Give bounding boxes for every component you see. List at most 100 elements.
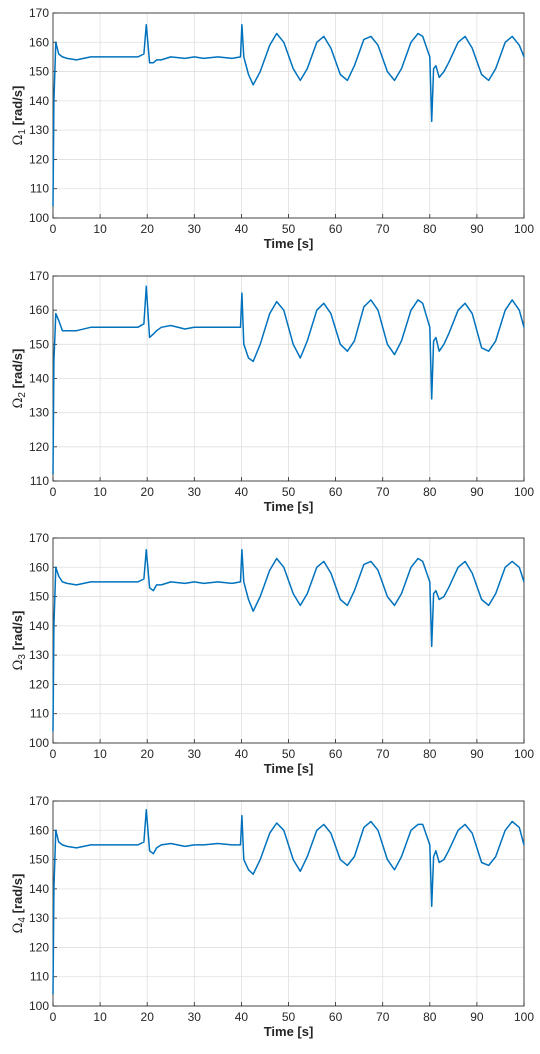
x-tick-label: 10 [93, 1010, 107, 1024]
x-tick-label: 60 [329, 485, 343, 499]
y-tick-label: 120 [29, 440, 49, 454]
y-axis-label: Ω4 [rad/s] [10, 874, 28, 934]
y-axis-symbol: Ω [11, 398, 26, 409]
x-tick-label: 90 [470, 1010, 484, 1024]
y-tick-label: 130 [29, 123, 49, 137]
x-tick-label: 70 [376, 222, 390, 236]
x-tick-label: 80 [423, 747, 437, 761]
x-tick-label: 0 [50, 222, 57, 236]
x-tick-label: 60 [329, 747, 343, 761]
x-tick-label: 10 [93, 222, 107, 236]
x-tick-label: 50 [282, 747, 296, 761]
series-line [52, 23, 525, 207]
x-tick-label: 100 [514, 1010, 534, 1024]
x-tick-label: 80 [423, 222, 437, 236]
x-tick-label: 40 [235, 222, 249, 236]
x-tick-label: 0 [50, 485, 57, 499]
y-tick-label: 120 [29, 940, 49, 954]
y-tick-label: 150 [29, 337, 49, 351]
y-axis-label: Ω2 [rad/s] [10, 349, 28, 409]
y-axis-subscript: 3 [17, 654, 28, 660]
x-tick-label: 30 [188, 1010, 202, 1024]
y-tick-label: 110 [30, 182, 49, 196]
y-axis-unit: [rad/s] [10, 86, 25, 129]
y-tick-label: 140 [29, 94, 49, 108]
y-tick-label: 170 [29, 531, 49, 545]
x-tick-label: 10 [93, 747, 107, 761]
y-tick-label: 110 [30, 474, 49, 488]
y-tick-label: 140 [29, 882, 49, 896]
x-axis-label: Time [s] [264, 499, 314, 514]
x-tick-label: 100 [514, 747, 534, 761]
y-tick-label: 130 [29, 406, 49, 420]
y-tick-label: 160 [29, 303, 49, 317]
y-tick-label: 120 [29, 677, 49, 691]
x-tick-label: 10 [93, 485, 107, 499]
series-line [52, 285, 525, 475]
x-tick-label: 30 [188, 222, 202, 236]
subplot-3: 0 10 20 30 40 50 60 70 80 90 100 100 110 120 130 140 150… [10, 531, 534, 776]
series-line [52, 548, 525, 732]
x-tick-label: 20 [141, 485, 155, 499]
x-tick-label: 70 [376, 485, 390, 499]
x-tick-label: 60 [329, 1010, 343, 1024]
y-tick-label: 150 [29, 853, 49, 867]
y-axis-symbol: Ω [11, 135, 26, 146]
y-axis-unit: [rad/s] [10, 611, 25, 654]
x-tick-label: 50 [282, 222, 296, 236]
x-tick-label: 30 [188, 485, 202, 499]
x-tick-label: 60 [329, 222, 343, 236]
subplot-1: 0 10 20 30 40 50 60 70 80 90 100 100 110 120 130 140 150… [10, 6, 534, 251]
x-tick-label: 50 [282, 485, 296, 499]
x-tick-label: 40 [235, 1010, 249, 1024]
y-axis-label: Ω1 [rad/s] [10, 86, 28, 146]
y-tick-label: 160 [29, 560, 49, 574]
y-tick-label: 160 [29, 35, 49, 49]
x-tick-label: 0 [50, 1010, 57, 1024]
x-tick-label: 80 [423, 485, 437, 499]
y-tick-label: 140 [29, 372, 49, 386]
x-axis-label: Time [s] [264, 761, 314, 776]
y-axis-label: Ω3 [rad/s] [10, 611, 28, 671]
y-axis-subscript: 4 [17, 917, 28, 923]
x-tick-label: 80 [423, 1010, 437, 1024]
x-tick-label: 50 [282, 1010, 296, 1024]
y-axis-symbol: Ω [11, 923, 26, 934]
y-tick-label: 110 [30, 707, 49, 721]
y-axis-unit: [rad/s] [10, 349, 25, 392]
y-tick-label: 170 [29, 794, 49, 808]
y-axis-unit: [rad/s] [10, 874, 25, 917]
y-tick-label: 140 [29, 619, 49, 633]
subplot-2: 0 10 20 30 40 50 60 70 80 90 100 110 120 130 140 150 160… [10, 269, 534, 514]
y-tick-label: 130 [29, 911, 49, 925]
y-axis-subscript: 1 [17, 129, 28, 135]
y-tick-label: 130 [29, 648, 49, 662]
x-tick-label: 90 [470, 222, 484, 236]
y-axis-subscript: 2 [17, 392, 28, 398]
x-axis-label: Time [s] [264, 1024, 314, 1039]
y-tick-label: 150 [29, 590, 49, 604]
y-tick-label: 170 [29, 269, 49, 283]
y-tick-label: 110 [30, 970, 49, 984]
series-line [52, 809, 525, 995]
y-tick-label: 170 [29, 6, 49, 20]
x-tick-label: 20 [141, 1010, 155, 1024]
x-tick-label: 70 [376, 1010, 390, 1024]
subplot-4: 0 10 20 30 40 50 60 70 80 90 100 100 110 120 130 140 150… [10, 794, 534, 1039]
x-tick-label: 100 [514, 222, 534, 236]
x-tick-label: 30 [188, 747, 202, 761]
x-tick-label: 90 [470, 485, 484, 499]
x-tick-label: 70 [376, 747, 390, 761]
y-tick-label: 100 [29, 211, 49, 225]
y-tick-label: 120 [29, 152, 49, 166]
x-tick-label: 100 [514, 485, 534, 499]
y-tick-label: 100 [29, 736, 49, 750]
y-tick-label: 160 [29, 823, 49, 837]
x-tick-label: 40 [235, 747, 249, 761]
y-tick-label: 100 [29, 999, 49, 1013]
x-axis-label: Time [s] [264, 236, 314, 251]
y-tick-label: 150 [29, 65, 49, 79]
x-tick-label: 20 [141, 222, 155, 236]
